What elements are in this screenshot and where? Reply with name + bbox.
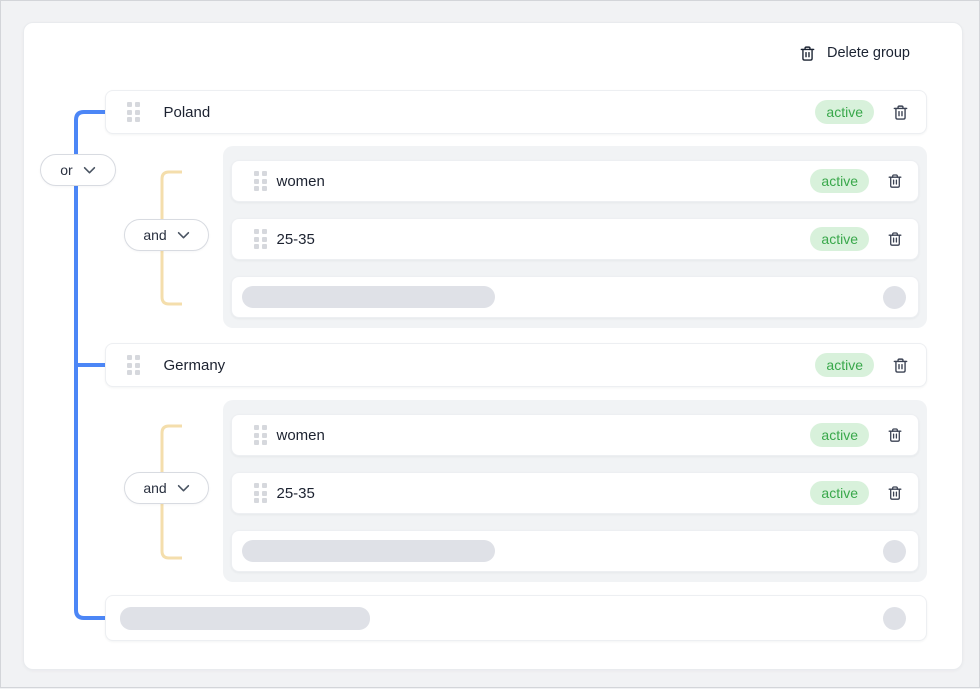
delete-row-button[interactable] <box>887 427 903 443</box>
condition-row-women: women active <box>231 160 919 202</box>
drag-handle-icon[interactable] <box>127 102 140 122</box>
status-badge[interactable]: active <box>810 227 869 251</box>
status-badge[interactable]: active <box>810 481 869 505</box>
skeleton-input-placeholder <box>242 540 495 562</box>
trash-icon <box>888 232 902 246</box>
drag-handle-icon[interactable] <box>127 355 140 375</box>
trash-icon <box>888 174 902 188</box>
condition-label: 25-35 <box>276 484 315 502</box>
group-name: Poland <box>163 103 211 121</box>
status-badge[interactable]: active <box>815 353 874 377</box>
and-operator-dropdown[interactable]: and <box>124 219 209 251</box>
or-operator-dropdown[interactable]: or <box>40 154 116 186</box>
new-condition-placeholder-row <box>231 276 919 318</box>
delete-group-button[interactable]: Delete group <box>799 42 910 64</box>
delete-row-button[interactable] <box>887 485 903 501</box>
skeleton-button-placeholder <box>883 539 906 563</box>
condition-row-age: 25-35 active <box>231 218 919 260</box>
skeleton-input-placeholder <box>120 606 370 630</box>
trash-icon <box>888 486 902 500</box>
chevron-down-icon <box>177 231 189 238</box>
group-row-poland: Poland active <box>105 90 927 134</box>
delete-row-button[interactable] <box>892 357 909 374</box>
drag-handle-icon[interactable] <box>254 425 267 445</box>
and-operator-dropdown[interactable]: and <box>124 472 209 504</box>
skeleton-button-placeholder <box>883 606 906 630</box>
status-badge[interactable]: active <box>810 423 869 447</box>
new-group-placeholder-row <box>105 595 927 641</box>
trash-icon <box>893 357 908 373</box>
group-name: Germany <box>163 356 226 374</box>
trash-icon <box>888 428 902 442</box>
condition-row-age: 25-35 active <box>231 472 919 514</box>
drag-handle-icon[interactable] <box>254 229 267 249</box>
delete-group-label: Delete group <box>826 45 910 61</box>
chevron-down-icon <box>83 166 95 173</box>
or-operator-label: or <box>60 162 73 178</box>
status-badge[interactable]: active <box>810 169 869 193</box>
group-row-germany: Germany active <box>105 343 927 387</box>
delete-row-button[interactable] <box>887 231 903 247</box>
trash-icon <box>893 104 908 120</box>
and-operator-label: and <box>143 227 167 243</box>
drag-handle-icon[interactable] <box>254 483 267 503</box>
skeleton-button-placeholder <box>883 285 906 309</box>
condition-row-women: women active <box>231 414 919 456</box>
condition-label: women <box>276 426 325 444</box>
status-badge[interactable]: active <box>815 100 874 124</box>
condition-label: 25-35 <box>276 230 315 248</box>
condition-label: women <box>276 172 325 190</box>
condition-group-panel: women active 25-35 active <box>223 400 927 582</box>
drag-handle-icon[interactable] <box>254 171 267 191</box>
delete-row-button[interactable] <box>887 173 903 189</box>
chevron-down-icon <box>177 484 189 491</box>
or-connector-line <box>74 110 107 620</box>
new-condition-placeholder-row <box>231 530 919 572</box>
skeleton-input-placeholder <box>242 286 495 308</box>
condition-group-panel: women active 25-35 active <box>223 146 927 328</box>
trash-icon <box>800 45 815 61</box>
and-operator-label: and <box>143 480 167 496</box>
delete-row-button[interactable] <box>892 104 909 121</box>
